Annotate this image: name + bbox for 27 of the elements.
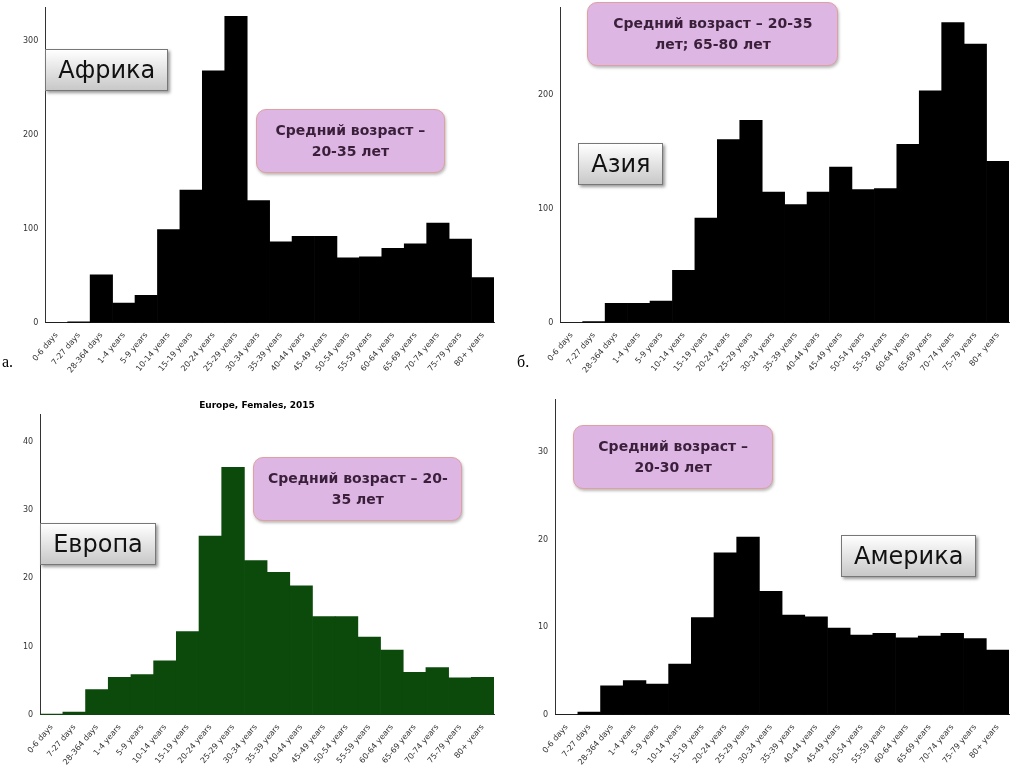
y-tick-label: 40 xyxy=(22,437,34,447)
y-tick-label: 300 xyxy=(22,35,39,45)
y-tick-label: 30 xyxy=(22,505,34,515)
y-tick-label: 100 xyxy=(537,204,554,214)
callout-box: Средний возраст – 20-35 лет xyxy=(253,456,463,521)
y-tick-label: 200 xyxy=(537,90,554,100)
y-tick-label: 20 xyxy=(537,534,549,544)
y-tick-label: 100 xyxy=(22,223,39,233)
y-tick-label: 0 xyxy=(28,709,34,719)
label-box: Америка xyxy=(841,535,977,578)
y-tick-label: 20 xyxy=(22,573,34,583)
label-box: Африка xyxy=(45,48,169,91)
callout-box: Средний возраст – 20-35 лет xyxy=(256,108,445,173)
chart-title: Europe, Females, 2015 xyxy=(199,399,315,410)
callout-box: Средний возраст – 20-35 лет; 65-80 лет xyxy=(587,1,839,66)
callout-box: Средний возраст – 20-30 лет xyxy=(573,425,773,489)
y-tick-label: 0 xyxy=(548,317,554,327)
y-tick-label: 0 xyxy=(33,317,39,327)
y-tick-label: 10 xyxy=(22,641,34,651)
y-tick-label: 30 xyxy=(537,447,549,457)
y-tick-label: 0 xyxy=(543,709,549,719)
label-box: Азия xyxy=(578,143,664,186)
text: б. xyxy=(517,352,530,371)
label-box: Европа xyxy=(40,522,156,565)
y-tick-label: 200 xyxy=(22,129,39,139)
y-tick-label: 10 xyxy=(537,622,549,632)
text: а. xyxy=(2,352,14,371)
